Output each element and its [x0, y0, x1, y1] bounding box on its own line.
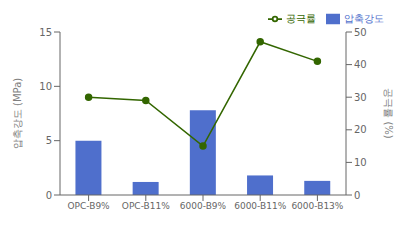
html-text:압축강도: 압축강도 [344, 13, 384, 24]
svg-text:0: 0 [354, 190, 360, 201]
svg-text:30: 30 [354, 92, 367, 103]
svg-text:OPC-B11%: OPC-B11% [122, 201, 170, 211]
svg-text:10: 10 [354, 157, 367, 168]
svg-text:0: 0 [46, 190, 52, 201]
svg-text:압축강도 (MPa): 압축강도 (MPa) [12, 78, 23, 149]
svg-text:6000-B11%: 6000-B11% [234, 201, 286, 211]
svg-text:40: 40 [354, 59, 367, 70]
svg-text:6000-B13%: 6000-B13% [291, 201, 343, 211]
svg-text:공극률 (%): 공극률 (%) [383, 88, 394, 139]
html-text:공극률: 공극률 [286, 13, 316, 24]
svg-text:50: 50 [354, 27, 367, 38]
svg-text:15: 15 [39, 27, 52, 38]
svg-text:OPC-B9%: OPC-B9% [68, 201, 111, 211]
svg-text:10: 10 [39, 81, 52, 92]
svg-text:5: 5 [46, 135, 52, 146]
svg-text:6000-B9%: 6000-B9% [180, 201, 227, 211]
svg-text:20: 20 [354, 124, 367, 135]
